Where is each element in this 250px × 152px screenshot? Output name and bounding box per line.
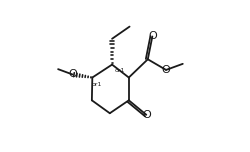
Text: O: O — [162, 65, 170, 75]
Text: or1: or1 — [115, 68, 125, 73]
Text: O: O — [68, 69, 77, 79]
Text: O: O — [148, 31, 157, 41]
Text: O: O — [142, 110, 151, 120]
Text: or1: or1 — [92, 82, 102, 87]
